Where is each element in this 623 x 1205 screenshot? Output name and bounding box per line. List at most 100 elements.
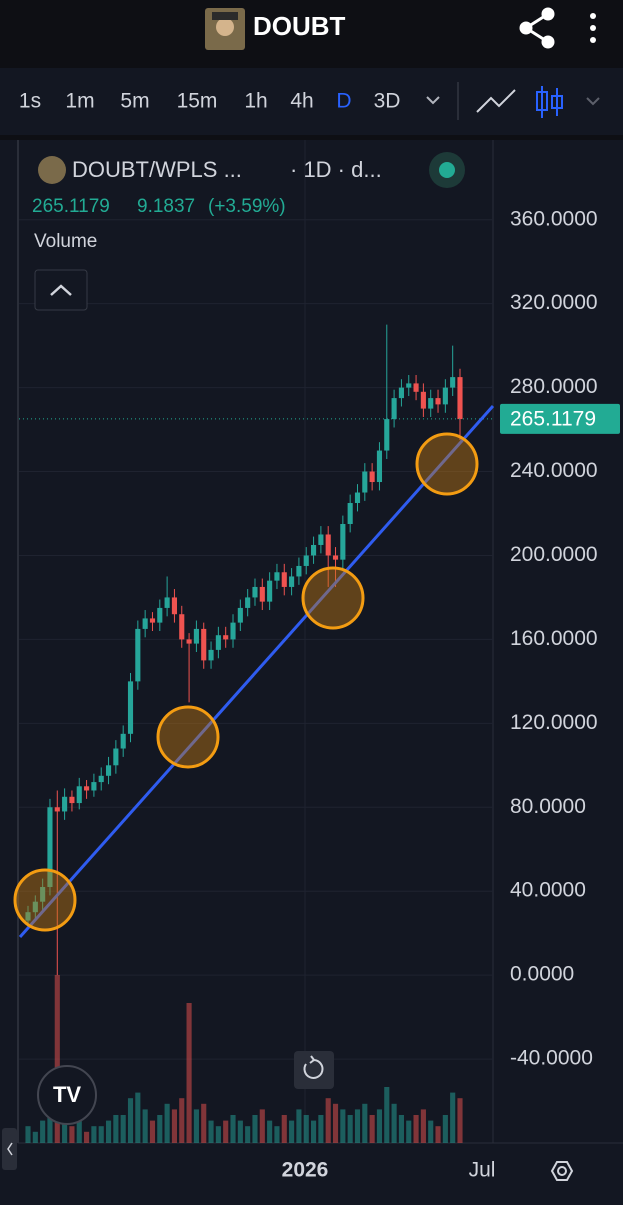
line-style-button[interactable]: [476, 89, 516, 113]
volume-bar: [186, 1003, 192, 1143]
candle-body: [91, 782, 97, 791]
labels: -40.0000 0.0000 40.0000 80.0000 120.0000 160.…: [282, 207, 620, 1182]
candle-body: [369, 471, 375, 483]
volume-bar: [127, 1098, 134, 1143]
volume-bar: [149, 1120, 156, 1143]
volume-bar: [179, 1098, 185, 1143]
candle-body: [340, 523, 346, 560]
volume-bar: [318, 1115, 324, 1143]
y-tick-label: 200.0000: [510, 543, 598, 566]
legend-change-pct: (+3.59%): [208, 196, 286, 217]
candle-body: [281, 572, 287, 587]
volume-bar: [201, 1103, 207, 1143]
timeframe-button[interactable]: 1m: [65, 90, 94, 113]
candle-body: [25, 912, 31, 921]
candle-body: [98, 775, 104, 783]
candle-body: [127, 681, 134, 734]
candle-body: [457, 377, 463, 420]
candle-body: [310, 544, 317, 556]
candle-body: [47, 807, 53, 888]
candle-body: [252, 586, 258, 598]
volume-bar: [171, 1109, 178, 1143]
header-title: DOUBT: [253, 11, 346, 41]
candle-body: [186, 639, 192, 644]
volume-bar: [296, 1109, 302, 1143]
more-intervals[interactable]: [426, 96, 440, 105]
candle-body: [40, 887, 46, 902]
candle-body: [164, 597, 170, 608]
candle-body: [332, 555, 339, 560]
highlight-circles: [13, 432, 479, 932]
volume-bar: [376, 1109, 383, 1143]
candle-body: [442, 387, 448, 405]
candle-body: [171, 597, 178, 615]
timeframe-button[interactable]: 5m: [120, 90, 149, 113]
candle-body: [450, 377, 456, 388]
volume-bar: [245, 1126, 251, 1143]
candle-body: [215, 635, 221, 650]
settings-button[interactable]: [550, 1161, 574, 1181]
volume-bar: [303, 1115, 309, 1143]
market-status-dot: [439, 162, 455, 178]
legend-price: 265.1179: [32, 196, 110, 217]
symbol-avatar: [38, 156, 66, 184]
y-tick-label: 360.0000: [510, 207, 598, 230]
candle-body: [62, 796, 68, 812]
candle-body: [376, 450, 383, 483]
timeframe-button[interactable]: D: [336, 90, 351, 113]
avatar-face: [216, 18, 234, 36]
candle-style-button[interactable]: [536, 86, 563, 118]
volume-bar: [347, 1115, 353, 1143]
timeframe-button[interactable]: 1s: [19, 90, 41, 113]
volume-bar: [281, 1115, 287, 1143]
volume-bar: [142, 1109, 148, 1143]
logo-mark: TV: [53, 1082, 81, 1107]
candle-body: [69, 796, 75, 804]
candle-body: [274, 572, 280, 581]
volume-bar: [369, 1115, 375, 1143]
timeframe-button[interactable]: 1h: [244, 90, 267, 113]
volume-bar: [332, 1103, 339, 1143]
collapse-legend[interactable]: [34, 269, 88, 311]
chart-type-dropdown[interactable]: [586, 97, 600, 106]
timeframe-button[interactable]: 3D: [374, 90, 401, 113]
tradingview-logo[interactable]: [37, 1065, 97, 1125]
timeframe-bar: 1s 1m 5m 15m 1h 4h D 3D: [19, 90, 401, 113]
volume-bar: [398, 1115, 404, 1143]
candle-body: [413, 383, 419, 392]
timeframe-button[interactable]: 4h: [290, 90, 313, 113]
volume-bar: [310, 1120, 317, 1143]
reset-button[interactable]: [294, 1051, 334, 1089]
volume-bar: [91, 1126, 97, 1143]
volume-bar: [193, 1109, 199, 1143]
volume-bar: [62, 1115, 68, 1143]
timeframe-button[interactable]: 15m: [177, 90, 218, 113]
volume-bar: [113, 1115, 119, 1143]
volume-bar: [362, 1103, 368, 1143]
candle-body: [296, 565, 302, 577]
volume-bar: [84, 1131, 90, 1143]
reset-icon: [303, 1055, 324, 1079]
volume-bar: [428, 1120, 434, 1143]
share-button[interactable]: [519, 7, 555, 49]
volume-bar: [25, 1126, 31, 1143]
candle-body: [267, 580, 273, 602]
y-tick-label: 80.0000: [510, 795, 586, 818]
x-tick-label: Jul: [469, 1159, 496, 1182]
volume-bar: [47, 1109, 53, 1143]
volume-bar: [54, 975, 60, 1143]
indicator-name: Volume: [34, 231, 97, 252]
volume-bar: [32, 1131, 38, 1143]
candle-body: [303, 555, 309, 566]
candle-body: [208, 649, 214, 661]
candle-body: [84, 786, 90, 791]
volume-bar: [435, 1126, 441, 1143]
candle-body: [32, 901, 38, 913]
candle-body: [391, 398, 397, 420]
y-tick-label: 240.0000: [510, 459, 598, 482]
candle-body: [149, 618, 156, 623]
side-tab[interactable]: [2, 1128, 17, 1170]
last-price-label: 265.1179: [510, 407, 596, 430]
menu-button[interactable]: [590, 13, 596, 43]
volume-bar: [384, 1087, 390, 1143]
